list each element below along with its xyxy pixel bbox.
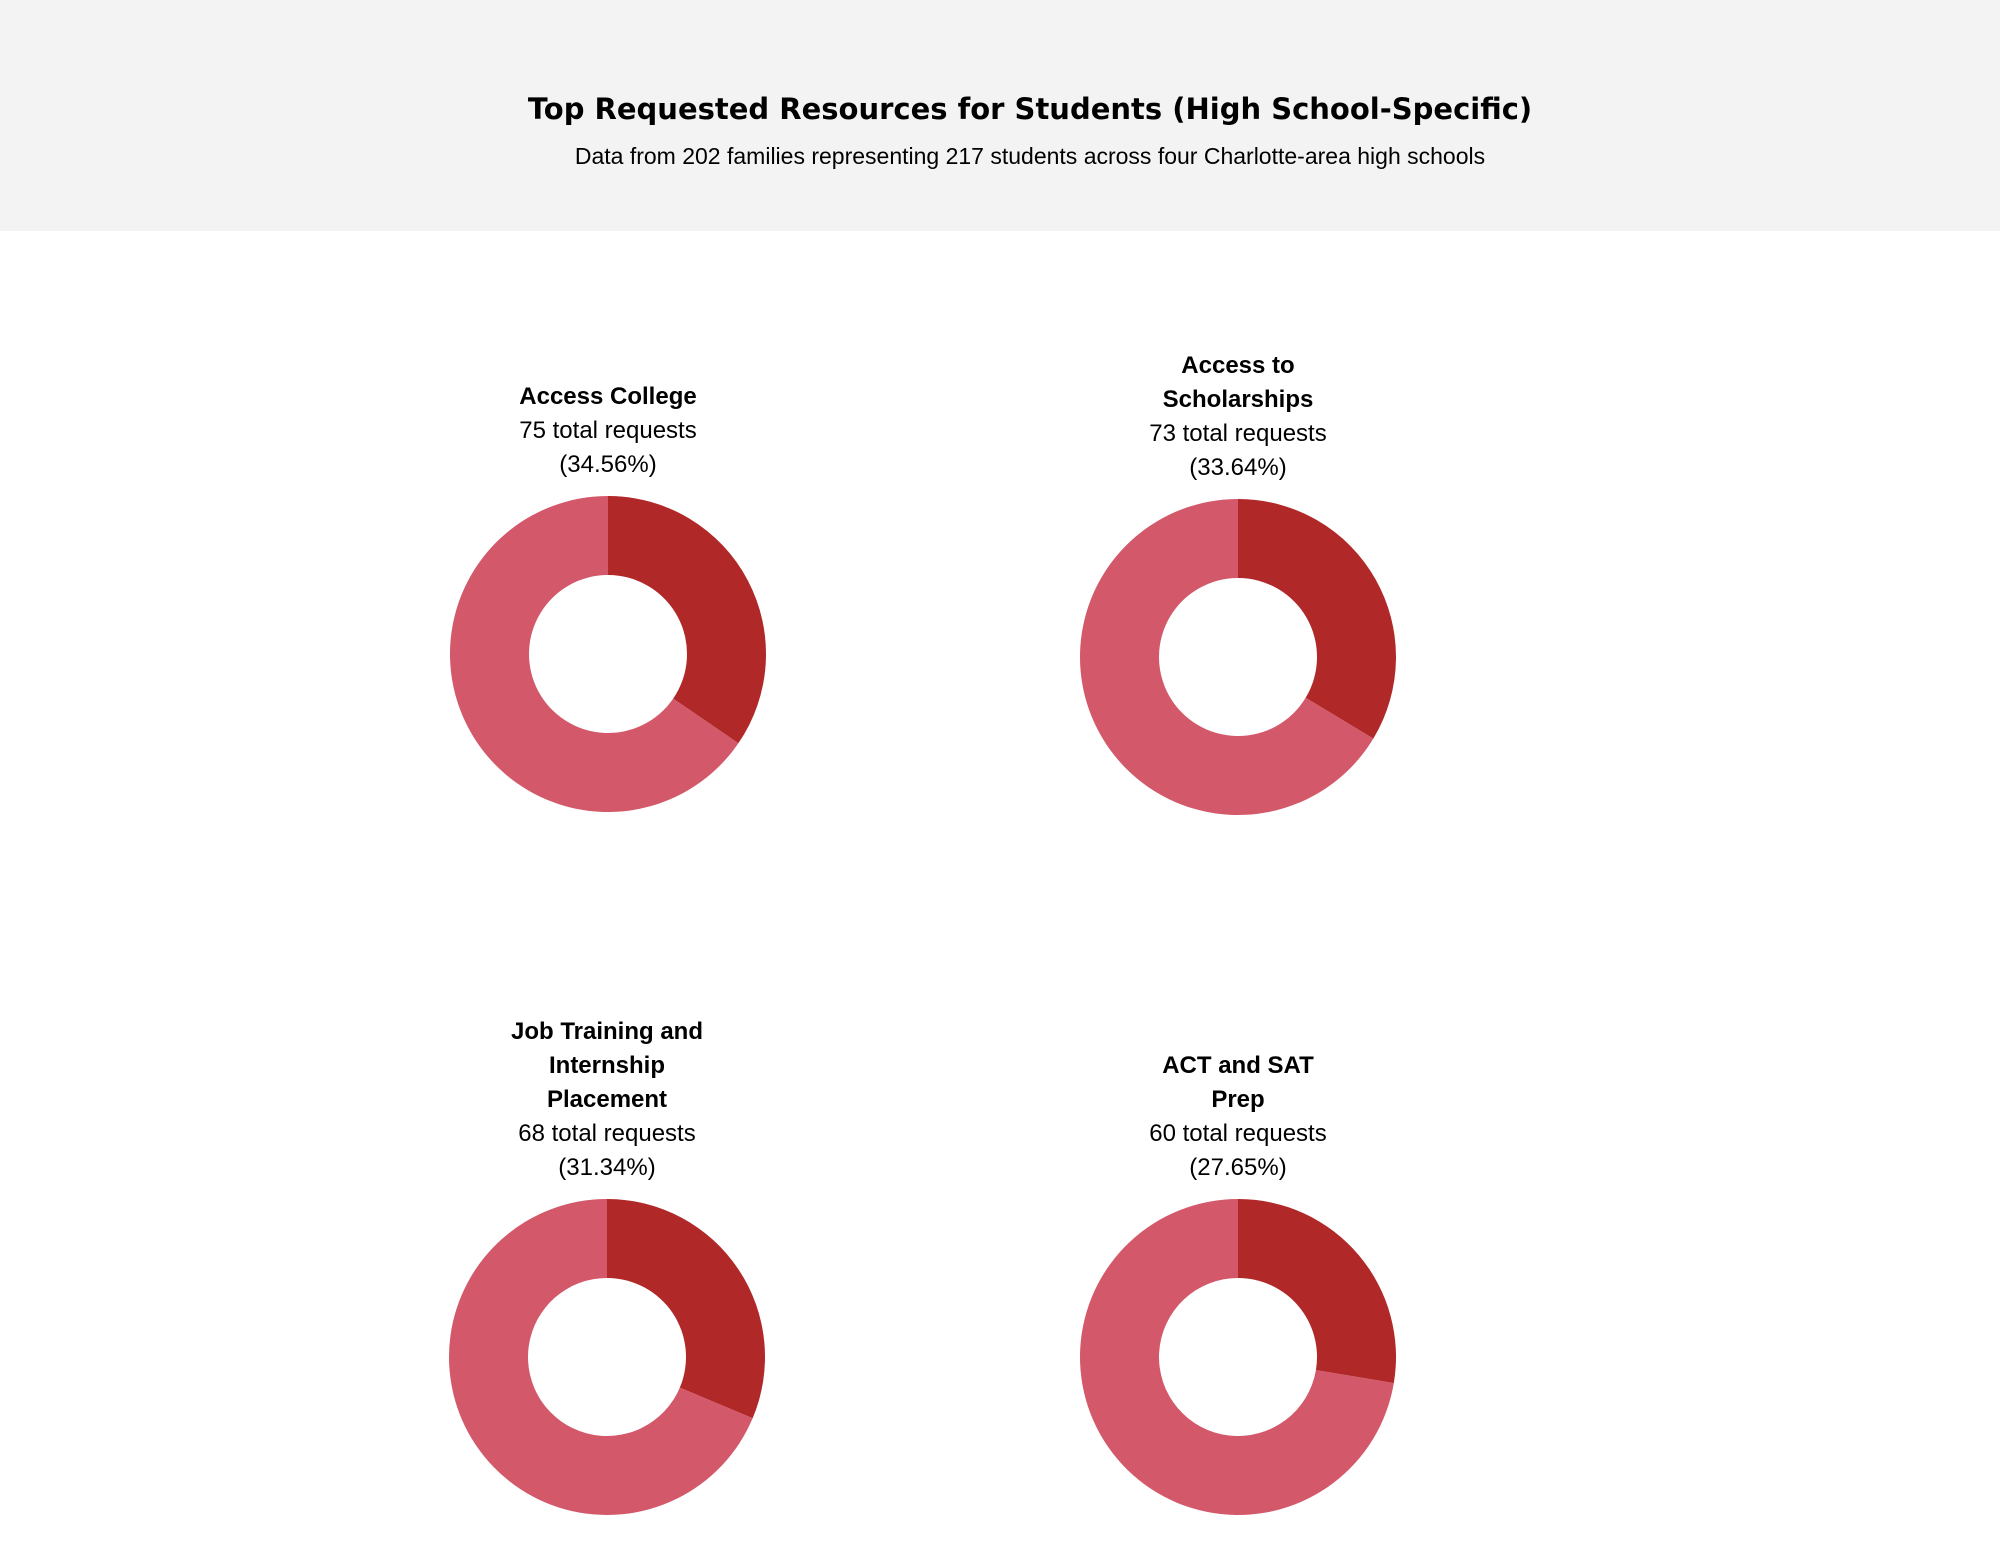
donut-svg bbox=[1080, 499, 1396, 815]
donut-labels: Access to Scholarships 73 total requests… bbox=[1078, 349, 1398, 497]
donut-requests-label: 75 total requests bbox=[519, 417, 697, 444]
donut-title: Access College bbox=[519, 383, 697, 410]
donut-percent-label: (34.56%) bbox=[559, 451, 657, 478]
donut-svg bbox=[450, 496, 766, 812]
donut-slice-requested bbox=[608, 496, 766, 744]
donut-percent-label: (33.64%) bbox=[1189, 454, 1287, 481]
donut-slice-remainder bbox=[1080, 1199, 1394, 1515]
page-title: Top Requested Resources for Students (Hi… bbox=[527, 92, 1533, 126]
donut-labels: Job Training and Internship Placement 68… bbox=[447, 1015, 767, 1197]
donut-title: Access to Scholarships bbox=[1162, 352, 1314, 413]
donut-labels: ACT and SAT Prep 60 total requests (27.6… bbox=[1078, 1049, 1398, 1197]
donut-slice-requested bbox=[1238, 1199, 1396, 1384]
donut-chart-access-college: Access College 75 total requests (34.56%… bbox=[448, 383, 768, 814]
donut-title: Job Training and Internship Placement bbox=[510, 1018, 703, 1113]
page-subtitle: Data from 202 families representing 217 … bbox=[574, 143, 1486, 169]
donut-chart-job-training: Job Training and Internship Placement 68… bbox=[447, 1018, 767, 1517]
donut-svg bbox=[1080, 1199, 1396, 1515]
donut-percent-label: (27.65%) bbox=[1189, 1154, 1287, 1181]
donut-slice-requested bbox=[607, 1199, 765, 1419]
donut-percent-label: (31.34%) bbox=[558, 1154, 656, 1181]
donut-slice-remainder bbox=[450, 496, 739, 812]
donut-chart-act-sat-prep: ACT and SAT Prep 60 total requests (27.6… bbox=[1078, 1052, 1398, 1517]
donut-svg bbox=[449, 1199, 765, 1515]
donut-slice-requested bbox=[1238, 499, 1396, 739]
donut-title: ACT and SAT Prep bbox=[1162, 1052, 1314, 1113]
donut-requests-label: 73 total requests bbox=[1149, 420, 1327, 447]
donut-slice-remainder bbox=[1080, 499, 1374, 815]
header-banner: Top Requested Resources for Students (Hi… bbox=[0, 0, 2000, 231]
donut-labels: Access College 75 total requests (34.56%… bbox=[448, 380, 768, 494]
donut-chart-access-to-scholarships: Access to Scholarships 73 total requests… bbox=[1078, 352, 1398, 817]
donut-requests-label: 60 total requests bbox=[1149, 1120, 1327, 1147]
donut-slice-remainder bbox=[449, 1199, 753, 1515]
donut-requests-label: 68 total requests bbox=[518, 1120, 696, 1147]
